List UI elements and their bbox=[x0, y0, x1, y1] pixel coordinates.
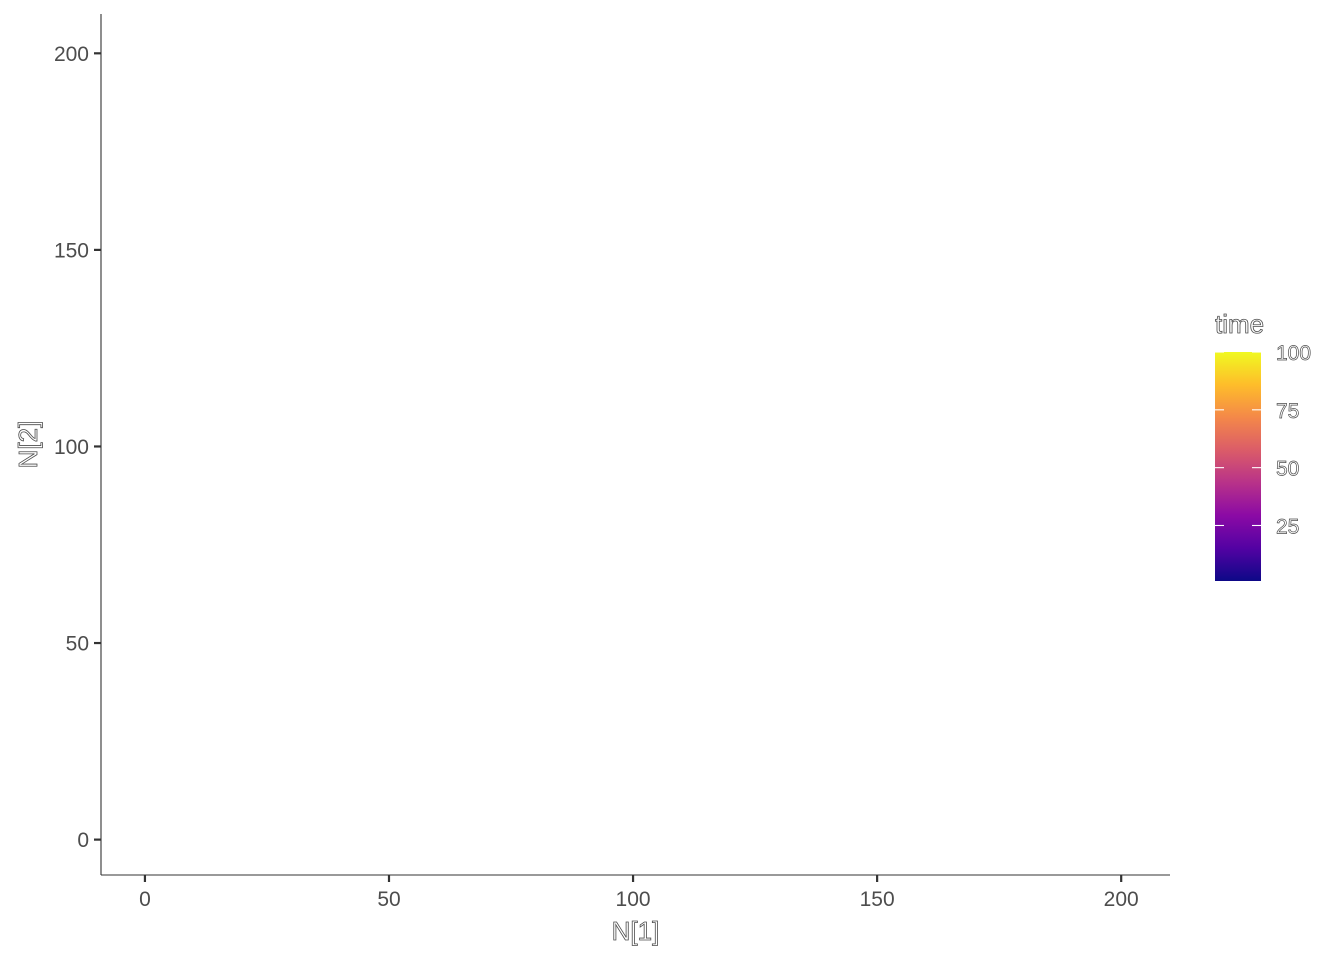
legend-tick-label: 100 bbox=[1276, 342, 1311, 365]
y-tick-label: 150 bbox=[54, 239, 89, 262]
legend-tick-label: 50 bbox=[1276, 458, 1299, 481]
x-tick-label: 150 bbox=[860, 888, 895, 911]
x-tick-label: 100 bbox=[616, 888, 651, 911]
axes: 0 50 100 150 200 0 50 100 150 200 bbox=[54, 14, 1170, 911]
y-tick-label: 50 bbox=[66, 633, 89, 656]
legend-title: time bbox=[1215, 309, 1264, 339]
legend-ticks: 25 50 75 100 bbox=[1215, 342, 1311, 539]
legend-tick-label: 25 bbox=[1276, 515, 1299, 538]
y-axis-title: N[2] bbox=[13, 421, 43, 469]
y-tick-label: 200 bbox=[54, 43, 89, 66]
y-tick-label: 0 bbox=[77, 829, 89, 852]
y-axis-ticks: 0 50 100 150 200 bbox=[54, 43, 101, 852]
legend-tick-label: 75 bbox=[1276, 400, 1299, 423]
y-tick-label: 100 bbox=[54, 436, 89, 459]
legend-colorbar bbox=[1215, 352, 1261, 581]
x-tick-label: 200 bbox=[1104, 888, 1139, 911]
x-axis-title: N[1] bbox=[612, 916, 660, 946]
color-legend: time 25 50 75 100 bbox=[1215, 309, 1311, 581]
x-tick-label: 0 bbox=[139, 888, 151, 911]
x-tick-label: 50 bbox=[377, 888, 400, 911]
x-axis-ticks: 0 50 100 150 200 bbox=[139, 875, 1139, 911]
